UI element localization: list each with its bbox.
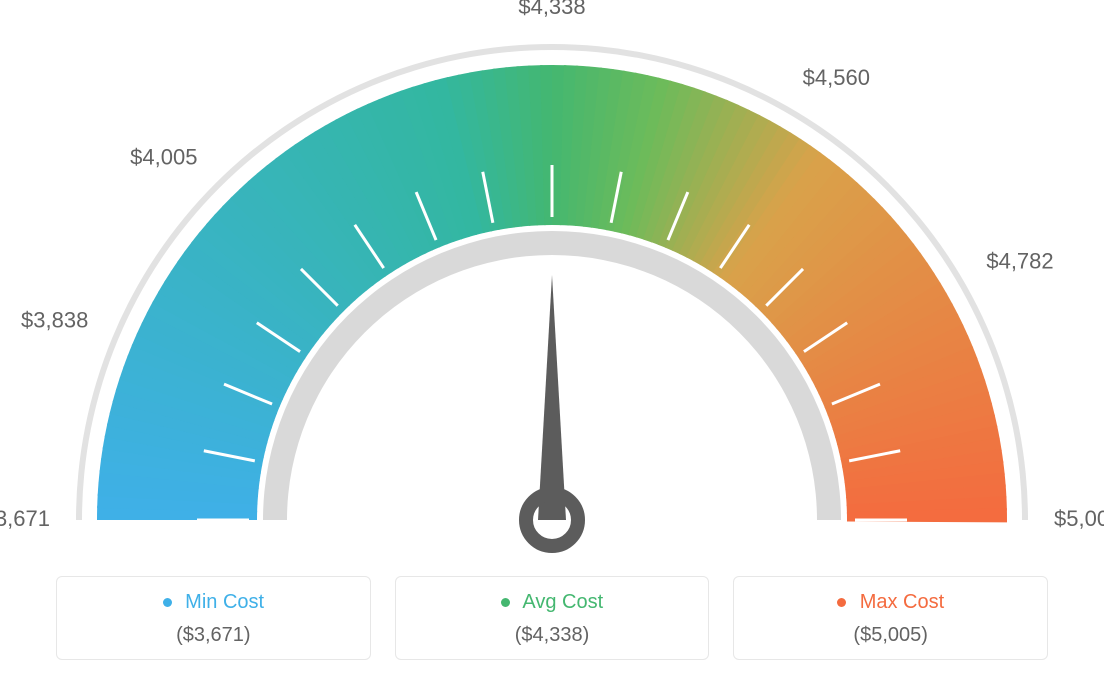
svg-text:$5,005: $5,005 <box>1054 506 1104 531</box>
svg-text:$3,838: $3,838 <box>21 308 88 333</box>
svg-text:$4,338: $4,338 <box>518 0 585 19</box>
legend-min-label-text: Min Cost <box>185 591 264 613</box>
legend-avg-value: ($4,338) <box>406 624 699 647</box>
legend-avg-label-text: Avg Cost <box>522 591 603 613</box>
svg-text:$4,005: $4,005 <box>130 145 197 170</box>
legend-avg-dot <box>501 598 510 607</box>
legend-max-card: Max Cost ($5,005) <box>733 576 1048 660</box>
gauge-area: $3,671 $3,838 $4,005 $4,338 $4,560 $4,782 $5,0… <box>0 0 1104 560</box>
svg-text:$4,560: $4,560 <box>803 65 870 90</box>
legend-min-label: Min Cost <box>67 591 360 614</box>
svg-text:$3,671: $3,671 <box>0 506 50 531</box>
legend-max-dot <box>837 598 846 607</box>
svg-text:$4,782: $4,782 <box>986 248 1053 273</box>
legend-max-label: Max Cost <box>744 591 1037 614</box>
cost-gauge-chart: $3,671 $3,838 $4,005 $4,338 $4,560 $4,782 $5,0… <box>0 0 1104 690</box>
legend-min-dot <box>163 598 172 607</box>
legend-avg-card: Avg Cost ($4,338) <box>395 576 710 660</box>
legend-row: Min Cost ($3,671) Avg Cost ($4,338) Max … <box>56 576 1048 660</box>
legend-min-value: ($3,671) <box>67 624 360 647</box>
legend-avg-label: Avg Cost <box>406 591 699 614</box>
legend-min-card: Min Cost ($3,671) <box>56 576 371 660</box>
legend-max-value: ($5,005) <box>744 624 1037 647</box>
legend-max-label-text: Max Cost <box>860 591 944 613</box>
